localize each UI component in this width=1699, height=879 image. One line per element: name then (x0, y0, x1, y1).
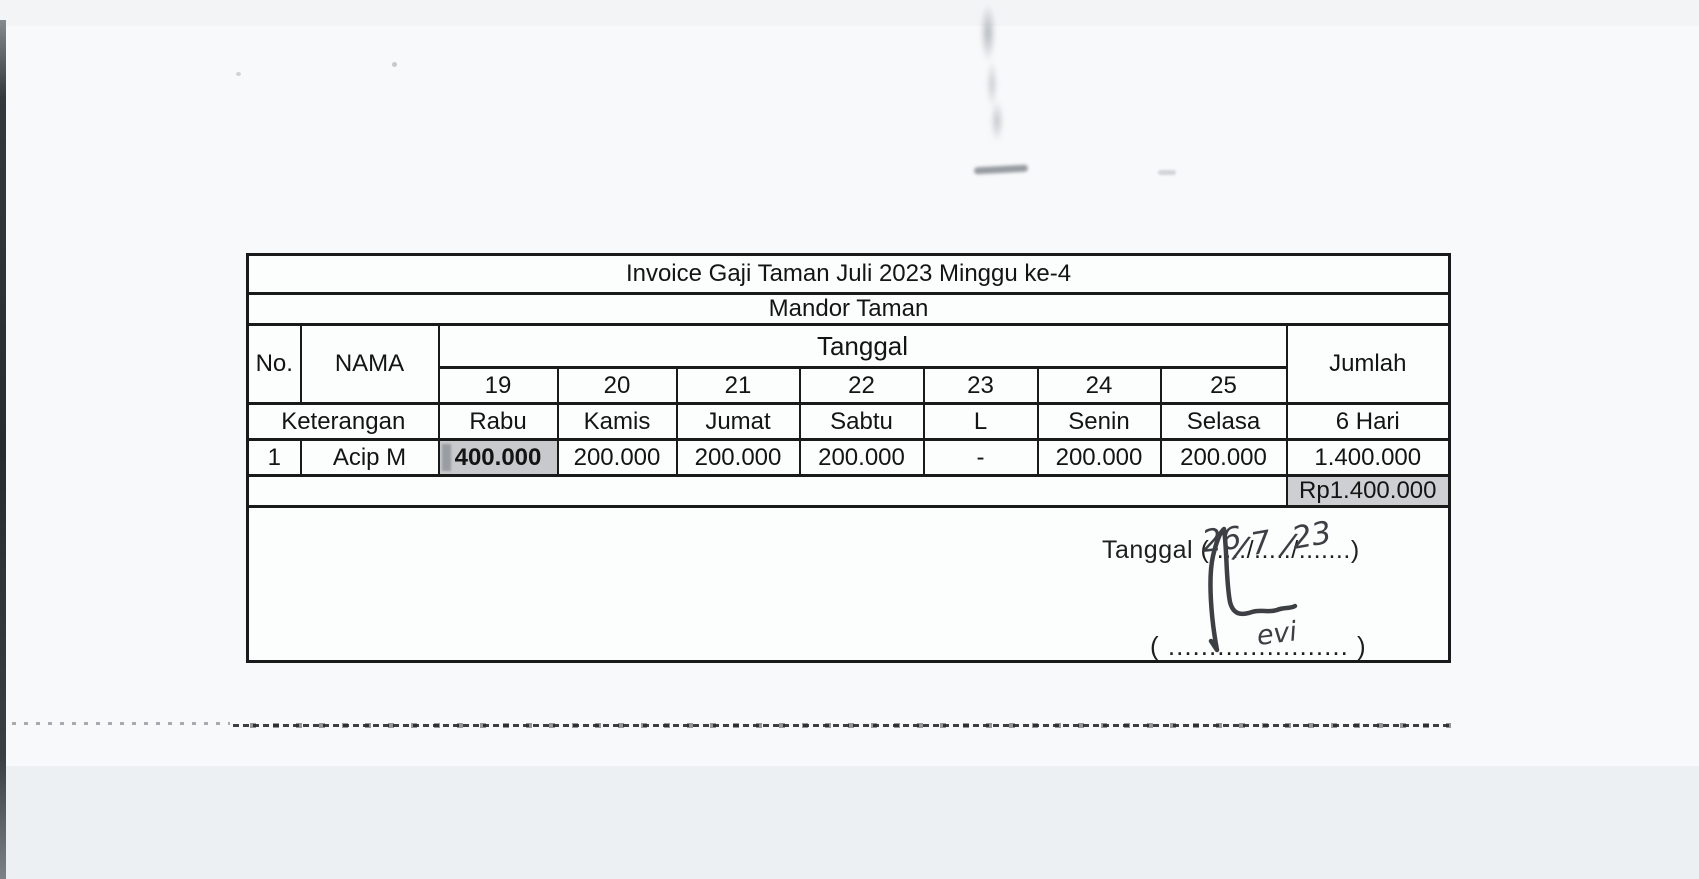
wage-cell-empty: - (922, 438, 1039, 477)
worker-name: Acip M (299, 438, 440, 477)
day-header: Rabu (437, 402, 559, 441)
wage-cell: 200.000 (675, 438, 801, 477)
date-header: 21 (675, 366, 801, 405)
scan-smudge (986, 60, 998, 108)
invoice-title: Invoice Gaji Taman Juli 2023 Minggu ke-4 (246, 253, 1451, 295)
dates-row: 19 20 21 22 23 24 25 (248, 366, 1450, 405)
invoice-subtitle: Mandor Taman (246, 292, 1451, 326)
scan-bottom-band (0, 766, 1699, 879)
date-header: 20 (556, 366, 678, 405)
scan-smudge (973, 164, 1029, 175)
scan-smudge (990, 100, 1004, 142)
date-header: 19 (437, 366, 559, 405)
scan-left-edge-shadow (0, 20, 6, 879)
wage-cell: 200.000 (1036, 438, 1162, 477)
title-row: Invoice Gaji Taman Juli 2023 Minggu ke-4 (246, 253, 1451, 295)
date-header: 25 (1159, 366, 1288, 405)
day-header: Kamis (556, 402, 678, 441)
scan-smudge (1158, 170, 1176, 175)
day-header: Jumat (675, 402, 801, 441)
day-header: L (922, 402, 1039, 441)
scan-top-band (0, 0, 1699, 26)
table-row: 1 Acip M 400.000 200.000 200.000 200.000… (246, 438, 1451, 477)
day-header: Senin (1036, 402, 1162, 441)
total-days-label: 6 Hari (1285, 402, 1451, 441)
no-column-header: No. (246, 323, 302, 405)
grand-total-value: Rp1.400.000 (1285, 474, 1451, 508)
row-number: 1 (246, 438, 302, 477)
header-row-top: No. NAMA Tanggal Jumlah (246, 323, 1451, 405)
day-header: Sabtu (798, 402, 925, 441)
invoice-table: Invoice Gaji Taman Juli 2023 Minggu ke-4… (246, 253, 1452, 663)
date-header: 23 (922, 366, 1039, 405)
wage-cell: 200.000 (556, 438, 678, 477)
wage-cell-highlighted: 400.000 (437, 438, 559, 477)
tear-line (233, 723, 1451, 728)
printed-date-line: Tanggal (...../...../.......) (1102, 536, 1360, 564)
jumlah-column-header: Jumlah (1285, 323, 1451, 405)
grand-total-row: Rp1.400.000 (246, 474, 1451, 508)
tanggal-group-header: Tanggal (437, 323, 1288, 369)
scan-speck (236, 72, 241, 76)
grand-total-spacer (246, 474, 1288, 508)
day-header: Selasa (1159, 402, 1288, 441)
wage-cell: 200.000 (798, 438, 925, 477)
keterangan-label: Keterangan (246, 402, 440, 441)
row-total: 1.400.000 (1285, 438, 1451, 477)
printed-name-line: ( ...................... ) (1150, 631, 1367, 661)
tear-line-faint (12, 722, 230, 725)
days-row: Keterangan Rabu Kamis Jumat Sabtu L Seni… (246, 402, 1451, 441)
subtitle-row: Mandor Taman (246, 292, 1451, 326)
date-header: 22 (798, 366, 925, 405)
scan-speck (392, 62, 397, 67)
wage-cell: 200.000 (1159, 438, 1288, 477)
nama-column-header: NAMA (299, 323, 440, 405)
date-header: 24 (1036, 366, 1162, 405)
